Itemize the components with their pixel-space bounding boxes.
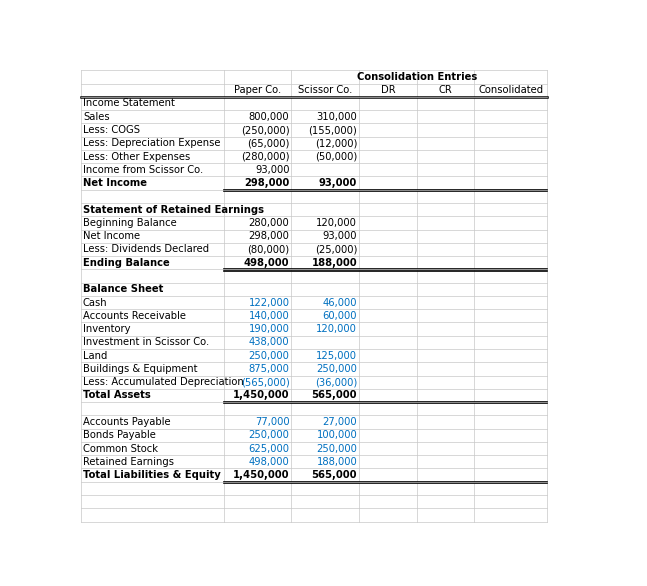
Text: (36,000): (36,000) bbox=[315, 377, 357, 387]
Text: 565,000: 565,000 bbox=[312, 390, 357, 400]
Text: Income from Scissor Co.: Income from Scissor Co. bbox=[83, 165, 203, 175]
Text: 438,000: 438,000 bbox=[249, 338, 289, 347]
Text: (50,000): (50,000) bbox=[315, 152, 357, 162]
Text: Less: Other Expenses: Less: Other Expenses bbox=[83, 152, 190, 162]
Text: 140,000: 140,000 bbox=[248, 311, 289, 321]
Text: 498,000: 498,000 bbox=[244, 258, 289, 268]
Text: CR: CR bbox=[439, 85, 452, 96]
Text: 100,000: 100,000 bbox=[316, 430, 357, 440]
Text: 1,450,000: 1,450,000 bbox=[233, 470, 289, 480]
Text: 280,000: 280,000 bbox=[248, 218, 289, 228]
Text: 800,000: 800,000 bbox=[249, 112, 289, 122]
Text: 298,000: 298,000 bbox=[244, 178, 289, 188]
Text: Less: Dividends Declared: Less: Dividends Declared bbox=[83, 244, 209, 254]
Text: 125,000: 125,000 bbox=[316, 350, 357, 360]
Text: 93,000: 93,000 bbox=[319, 178, 357, 188]
Text: Buildings & Equipment: Buildings & Equipment bbox=[83, 364, 197, 374]
Text: Ending Balance: Ending Balance bbox=[83, 258, 170, 268]
Text: 250,000: 250,000 bbox=[316, 444, 357, 454]
Text: Bonds Payable: Bonds Payable bbox=[83, 430, 156, 440]
Text: Accounts Payable: Accounts Payable bbox=[83, 417, 171, 427]
Text: Balance Sheet: Balance Sheet bbox=[83, 284, 163, 294]
Text: Scissor Co.: Scissor Co. bbox=[298, 85, 353, 96]
Text: 498,000: 498,000 bbox=[248, 457, 289, 467]
Text: Net Income: Net Income bbox=[83, 178, 147, 188]
Text: Total Liabilities & Equity: Total Liabilities & Equity bbox=[83, 470, 221, 480]
Text: 250,000: 250,000 bbox=[316, 364, 357, 374]
Text: 188,000: 188,000 bbox=[312, 258, 357, 268]
Text: Retained Earnings: Retained Earnings bbox=[83, 457, 174, 467]
Text: Less: Depreciation Expense: Less: Depreciation Expense bbox=[83, 138, 221, 148]
Text: 120,000: 120,000 bbox=[316, 218, 357, 228]
Text: Common Stock: Common Stock bbox=[83, 444, 158, 454]
Text: 190,000: 190,000 bbox=[248, 324, 289, 334]
Text: Consolidation Entries: Consolidation Entries bbox=[356, 72, 477, 82]
Text: (565,000): (565,000) bbox=[241, 377, 289, 387]
Text: Net Income: Net Income bbox=[83, 231, 140, 241]
Text: Sales: Sales bbox=[83, 112, 109, 122]
Text: 77,000: 77,000 bbox=[255, 417, 289, 427]
Text: Accounts Receivable: Accounts Receivable bbox=[83, 311, 186, 321]
Text: (65,000): (65,000) bbox=[247, 138, 289, 148]
Text: 120,000: 120,000 bbox=[316, 324, 357, 334]
Text: 875,000: 875,000 bbox=[248, 364, 289, 374]
Text: (25,000): (25,000) bbox=[315, 244, 357, 254]
Text: (280,000): (280,000) bbox=[241, 152, 289, 162]
Text: DR: DR bbox=[380, 85, 395, 96]
Text: Paper Co.: Paper Co. bbox=[234, 85, 281, 96]
Text: 1,450,000: 1,450,000 bbox=[233, 390, 289, 400]
Text: Income Statement: Income Statement bbox=[83, 98, 175, 108]
Text: 93,000: 93,000 bbox=[255, 165, 289, 175]
Text: 93,000: 93,000 bbox=[323, 231, 357, 241]
Text: Consolidated: Consolidated bbox=[478, 85, 543, 96]
Text: 250,000: 250,000 bbox=[248, 430, 289, 440]
Text: Cash: Cash bbox=[83, 298, 107, 308]
Text: (250,000): (250,000) bbox=[241, 125, 289, 135]
Text: 298,000: 298,000 bbox=[248, 231, 289, 241]
Text: 60,000: 60,000 bbox=[323, 311, 357, 321]
Text: Investment in Scissor Co.: Investment in Scissor Co. bbox=[83, 338, 209, 347]
Text: (12,000): (12,000) bbox=[315, 138, 357, 148]
Text: 46,000: 46,000 bbox=[323, 298, 357, 308]
Text: Land: Land bbox=[83, 350, 107, 360]
Text: Less: COGS: Less: COGS bbox=[83, 125, 140, 135]
Text: Inventory: Inventory bbox=[83, 324, 131, 334]
Text: 27,000: 27,000 bbox=[323, 417, 357, 427]
Text: 188,000: 188,000 bbox=[316, 457, 357, 467]
Text: Total Assets: Total Assets bbox=[83, 390, 151, 400]
Text: (80,000): (80,000) bbox=[247, 244, 289, 254]
Text: Beginning Balance: Beginning Balance bbox=[83, 218, 177, 228]
Text: 565,000: 565,000 bbox=[312, 470, 357, 480]
Text: 250,000: 250,000 bbox=[248, 350, 289, 360]
Text: 625,000: 625,000 bbox=[248, 444, 289, 454]
Text: 122,000: 122,000 bbox=[248, 298, 289, 308]
Text: 310,000: 310,000 bbox=[316, 112, 357, 122]
Text: (155,000): (155,000) bbox=[309, 125, 357, 135]
Text: Less: Accumulated Depreciation: Less: Accumulated Depreciation bbox=[83, 377, 244, 387]
Text: Statement of Retained Earnings: Statement of Retained Earnings bbox=[83, 205, 264, 214]
